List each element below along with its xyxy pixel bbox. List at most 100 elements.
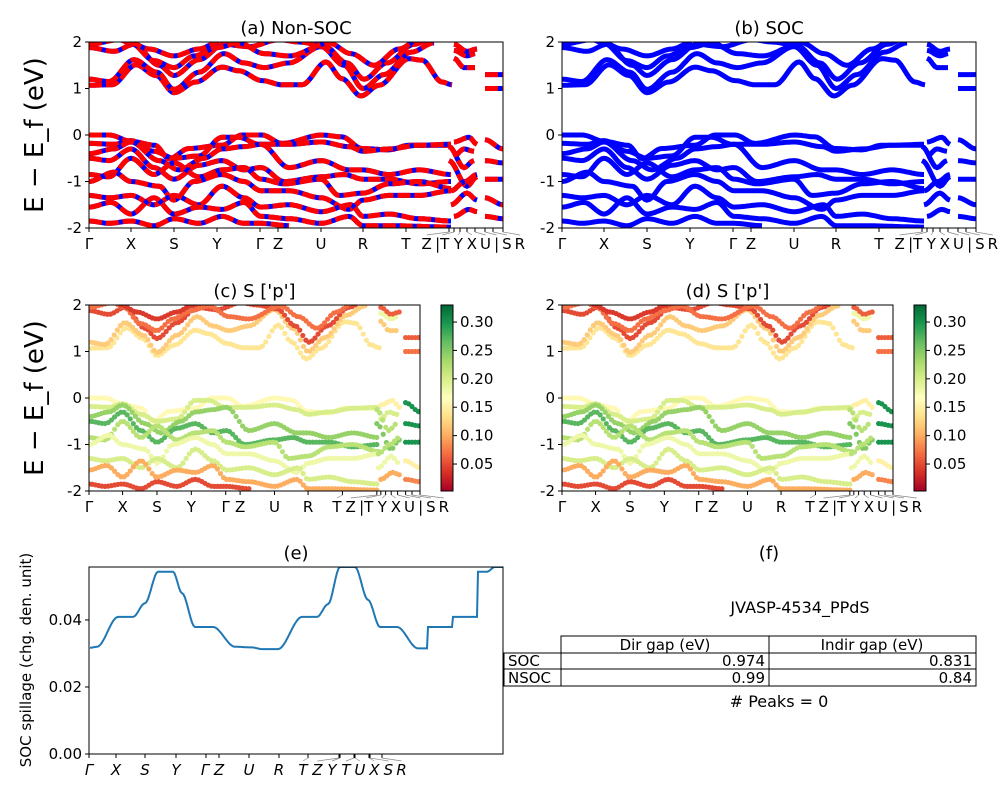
band-point — [803, 319, 810, 325]
plot-area — [562, 42, 976, 228]
band-point — [655, 409, 661, 415]
row-label: SOC — [508, 652, 540, 670]
band-point — [847, 481, 853, 487]
y-tick-label: 0 — [72, 126, 82, 144]
band-point — [783, 346, 789, 352]
x-tick-label: U — [354, 761, 365, 779]
band-point — [770, 466, 776, 472]
x-tick-label: S — [502, 235, 512, 253]
tick-label-leader — [870, 494, 883, 499]
band-point — [185, 404, 191, 410]
band-point — [142, 333, 148, 339]
band-point — [214, 466, 221, 472]
band-point — [869, 404, 875, 410]
band-point — [888, 348, 893, 355]
band-point — [651, 413, 658, 419]
band-point — [799, 338, 805, 344]
band-point — [376, 345, 382, 351]
colorbar-bar — [440, 304, 454, 492]
band-point — [391, 455, 398, 462]
x-tick-label: S — [169, 235, 179, 253]
tick-label-leader — [484, 231, 497, 236]
band-point — [780, 354, 786, 361]
band-point — [393, 327, 399, 334]
x-tick-label: | — [967, 235, 972, 253]
x-tick-label: R — [396, 761, 406, 779]
band-point — [651, 330, 658, 336]
band-point — [130, 314, 136, 320]
band-point — [701, 305, 707, 308]
band-point — [752, 325, 758, 331]
y-tick-label: 0.00 — [49, 745, 82, 763]
y-tick-label: 2 — [545, 33, 555, 51]
band-point — [160, 332, 166, 338]
band-line — [957, 195, 976, 208]
band-point — [719, 486, 725, 491]
band-point — [768, 401, 774, 407]
band-point — [847, 407, 853, 413]
band-point — [230, 431, 236, 437]
colorbar-tick-label: 0.10 — [933, 427, 966, 445]
band-point — [853, 431, 859, 437]
y-tick-label: 2 — [72, 296, 82, 314]
band-point — [246, 486, 252, 491]
band-point — [396, 309, 402, 315]
band-point — [132, 413, 138, 419]
x-tick-label: R — [831, 235, 841, 253]
band-point — [615, 408, 621, 414]
band-point — [351, 305, 355, 306]
panel-title: (f) — [759, 543, 779, 564]
band-point — [313, 342, 319, 349]
band-point — [360, 331, 366, 337]
band-point — [383, 424, 389, 430]
x-tick-label: Γ — [695, 498, 704, 516]
band-point — [581, 417, 587, 423]
band-line-dashed — [89, 155, 452, 198]
x-tick-label: S — [140, 761, 150, 779]
band-point — [325, 316, 331, 322]
x-tick-label: Y — [926, 235, 937, 253]
band-point — [377, 424, 383, 430]
band-line — [957, 137, 976, 152]
band-point — [291, 340, 297, 347]
tick-label-leader — [884, 494, 904, 499]
band-point — [597, 421, 603, 427]
x-tick-label: Y — [659, 498, 670, 516]
y-tick-label: -1 — [540, 436, 555, 454]
band-point — [102, 305, 108, 307]
band-point — [130, 464, 136, 470]
band-point — [752, 449, 759, 455]
band-point — [374, 434, 380, 441]
spillage-y-label: SOC spillage (chg. den. unit) — [17, 553, 35, 768]
band-point — [124, 412, 130, 418]
band-point — [736, 339, 742, 345]
tick-label-leader — [864, 494, 870, 499]
band-point — [105, 340, 111, 346]
band-point — [770, 350, 776, 356]
x-tick-label: Γ — [222, 498, 231, 516]
band-point — [381, 321, 387, 328]
band-point — [835, 298, 840, 303]
band-point — [160, 345, 166, 352]
band-point — [868, 435, 874, 441]
band-point — [603, 464, 609, 470]
x-tick-label: Z — [818, 498, 828, 516]
band-point — [853, 417, 859, 423]
colorbar-tick-label: 0.20 — [460, 370, 493, 388]
x-tick-label: R — [988, 235, 998, 253]
band-point — [374, 441, 380, 448]
band-point — [584, 332, 590, 338]
band-point — [616, 432, 622, 438]
band-point — [852, 463, 858, 469]
tick-label-leader — [502, 231, 520, 236]
band-point — [227, 405, 233, 412]
band-point — [615, 333, 621, 339]
band-line-dashed — [89, 139, 451, 177]
band-point — [827, 321, 833, 327]
band-point — [182, 315, 188, 321]
band-point — [276, 443, 282, 449]
band-point — [869, 309, 875, 315]
band-point — [658, 404, 664, 410]
band-line — [562, 169, 925, 212]
band-point — [190, 305, 196, 308]
